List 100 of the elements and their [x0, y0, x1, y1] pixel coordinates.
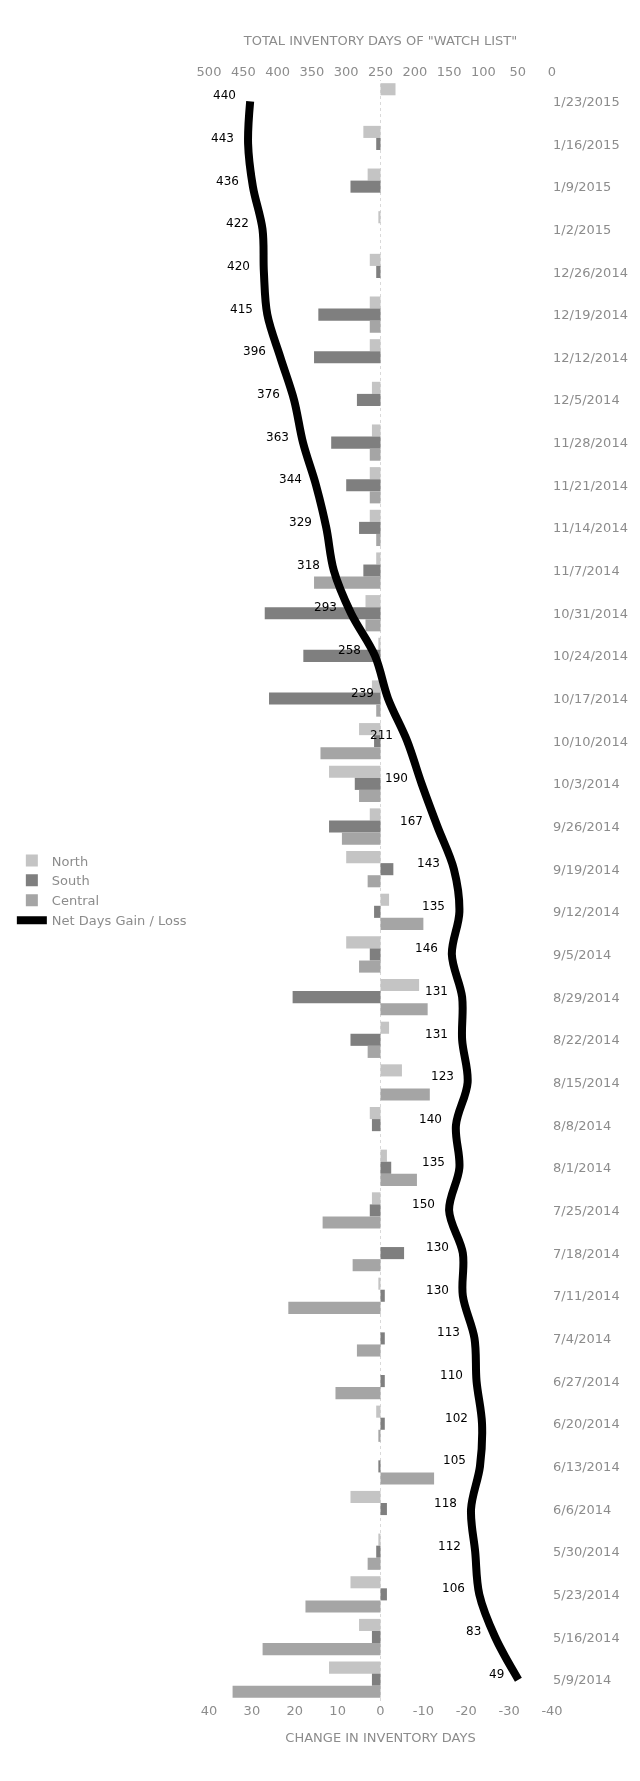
data-label: 146 — [415, 941, 438, 955]
bar — [262, 1643, 381, 1656]
x-tick-label: 30 — [243, 1703, 261, 1718]
bar — [369, 808, 381, 821]
bar — [365, 619, 381, 632]
data-label: 363 — [266, 430, 289, 444]
data-label: 130 — [426, 1283, 449, 1297]
bar — [380, 1149, 387, 1162]
bar — [380, 1332, 385, 1345]
bar — [378, 1277, 381, 1290]
data-label: 167 — [400, 814, 423, 828]
data-label: 436 — [216, 174, 239, 188]
x2-tick-label: 450 — [230, 64, 256, 80]
bar — [356, 1344, 381, 1357]
bar — [369, 253, 381, 266]
x2-tick-label: 150 — [436, 64, 462, 80]
bar — [369, 320, 381, 333]
bar — [376, 265, 381, 278]
bar — [371, 424, 381, 437]
x-tick-label: -10 — [412, 1703, 434, 1718]
y-tick-label: 11/28/2014 — [553, 435, 628, 451]
bar — [378, 1460, 381, 1473]
bar — [380, 979, 420, 992]
data-label: 420 — [227, 259, 250, 273]
bar — [356, 393, 381, 406]
bar — [380, 917, 424, 930]
bar — [305, 1600, 381, 1613]
y-tick-label: 9/26/2014 — [553, 819, 620, 835]
bar — [314, 351, 381, 364]
bar — [380, 863, 394, 876]
bar — [380, 1064, 402, 1077]
y-tick-label: 10/31/2014 — [553, 605, 628, 621]
bar — [380, 893, 390, 906]
y-tick-label: 10/3/2014 — [553, 776, 620, 792]
y-tick-label: 7/25/2014 — [553, 1202, 620, 1218]
bar — [380, 1003, 428, 1016]
x2-tick-label: 350 — [299, 64, 325, 80]
y-tick-label: 9/19/2014 — [553, 861, 620, 877]
data-label: 190 — [385, 771, 408, 785]
y-tick-label: 10/17/2014 — [553, 691, 628, 707]
bar — [367, 875, 381, 888]
data-label: 344 — [279, 472, 302, 486]
bar — [359, 1618, 381, 1631]
y-tick-label: 9/5/2014 — [553, 947, 612, 963]
y-tick-label: 7/4/2014 — [553, 1330, 612, 1346]
y-tick-label: 8/29/2014 — [553, 989, 620, 1005]
data-label: 83 — [466, 1624, 482, 1638]
x-tick-label: 40 — [200, 1703, 218, 1718]
data-label: 112 — [438, 1539, 461, 1553]
bar — [376, 137, 381, 151]
data-label: 123 — [431, 1069, 454, 1083]
x2-tick-label: 300 — [333, 64, 359, 80]
bar — [322, 1216, 381, 1229]
bar — [378, 211, 381, 224]
y-tick-label: 6/27/2014 — [553, 1373, 620, 1389]
bar — [318, 308, 381, 321]
bar — [354, 777, 381, 790]
bar — [367, 1045, 381, 1058]
bar — [350, 1033, 381, 1046]
bar — [378, 1429, 381, 1442]
bar — [346, 936, 381, 949]
bar — [331, 436, 381, 449]
bar — [380, 1021, 390, 1034]
bar — [376, 552, 381, 565]
data-label: 443 — [211, 131, 234, 145]
x-tick-label: -40 — [541, 1703, 563, 1718]
bar — [352, 1259, 381, 1272]
y-tick-label: 6/13/2014 — [553, 1458, 620, 1474]
bar — [380, 1503, 387, 1516]
bar — [341, 832, 381, 845]
y-tick-label: 7/11/2014 — [553, 1288, 620, 1304]
data-label: 102 — [445, 1411, 468, 1425]
y-tick-label: 12/5/2014 — [553, 392, 620, 408]
y-tick-label: 8/8/2014 — [553, 1117, 612, 1133]
x2-tick-label: 0 — [547, 64, 557, 80]
y-tick-label: 1/23/2015 — [553, 93, 620, 109]
y-tick-label: 11/7/2014 — [553, 563, 620, 579]
y-tick-label: 8/15/2014 — [553, 1075, 620, 1091]
bar — [320, 747, 381, 760]
bar — [376, 533, 381, 547]
x2-tick-label: 500 — [196, 64, 222, 80]
y-tick-label: 12/12/2014 — [553, 349, 628, 365]
bar — [369, 448, 381, 461]
data-label: 131 — [425, 1027, 448, 1041]
bar — [369, 467, 381, 480]
y-tick-label: 6/6/2014 — [553, 1501, 612, 1517]
bar — [365, 595, 381, 608]
y-tick-label: 10/24/2014 — [553, 648, 628, 664]
y-tick-label: 12/19/2014 — [553, 307, 628, 323]
bar — [376, 1405, 381, 1418]
data-label: 396 — [243, 344, 266, 358]
data-label: 376 — [257, 387, 280, 401]
y-tick-label: 1/9/2015 — [553, 179, 612, 195]
data-label: 118 — [434, 1496, 457, 1510]
x2-tick-label: 100 — [470, 64, 496, 80]
data-label: 422 — [226, 216, 249, 230]
x-tick-label: -30 — [498, 1703, 520, 1718]
bar — [346, 851, 381, 864]
bar — [380, 1472, 435, 1485]
x-axis-title: CHANGE IN INVENTORY DAYS — [285, 1729, 476, 1745]
